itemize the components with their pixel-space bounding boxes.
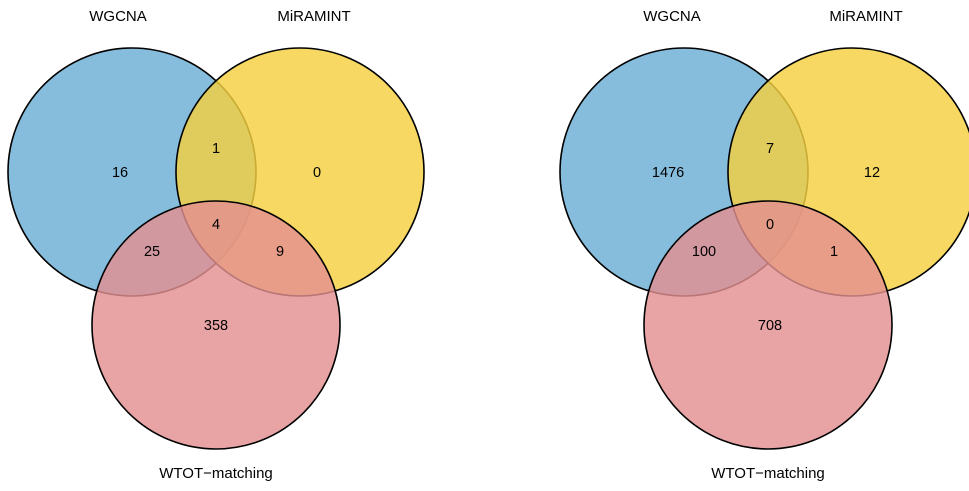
count-all-three: 0 (766, 217, 774, 233)
count-miramint-wtot: 9 (276, 244, 284, 260)
set-label-wtot-matching: WTOT−matching (711, 465, 825, 482)
venn-diagram-right: WGCNA MiRAMINT WTOT−matching 1476 12 7 0… (559, 8, 969, 482)
count-wtot-only: 708 (758, 318, 782, 334)
set-label-miramint: MiRAMINT (277, 8, 350, 25)
count-wgcna-miramint: 7 (766, 141, 774, 157)
count-wgcna-only: 1476 (652, 165, 684, 181)
set-circle-wtot-matching (643, 200, 893, 450)
count-miramint-only: 12 (864, 165, 880, 181)
set-label-wtot-matching: WTOT−matching (159, 465, 273, 482)
count-wtot-only: 358 (204, 318, 228, 334)
count-all-three: 4 (212, 217, 220, 233)
set-label-wgcna: WGCNA (643, 8, 701, 25)
count-wgcna-miramint: 1 (212, 141, 220, 157)
set-circle-wtot-matching (91, 200, 341, 450)
count-wgcna-only: 16 (112, 165, 128, 181)
set-label-miramint: MiRAMINT (829, 8, 902, 25)
venn-diagram-left: WGCNA MiRAMINT WTOT−matching 16 0 1 4 25… (7, 8, 425, 482)
count-miramint-only: 0 (313, 165, 321, 181)
count-wgcna-wtot: 100 (692, 244, 716, 260)
count-wgcna-wtot: 25 (144, 244, 160, 260)
count-miramint-wtot: 1 (830, 244, 838, 260)
set-label-wgcna: WGCNA (89, 8, 147, 25)
